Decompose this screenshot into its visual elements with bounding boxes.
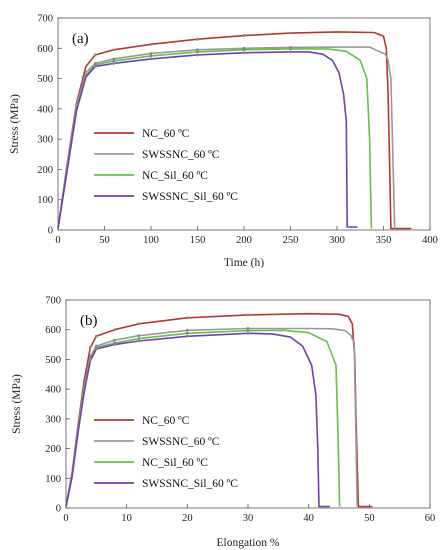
panel-label: (b)	[80, 313, 98, 329]
data-point	[185, 328, 189, 332]
data-point	[137, 334, 141, 338]
data-point	[88, 355, 92, 358]
data-point	[112, 48, 116, 52]
data-point	[185, 331, 189, 335]
legend-label: NC_Sil_60 ºC	[142, 170, 208, 182]
data-point	[196, 48, 199, 52]
data-point	[289, 47, 292, 51]
data-point	[93, 65, 97, 68]
y-tick-label: 700	[45, 296, 61, 307]
data-point	[113, 343, 116, 346]
data-point	[113, 338, 116, 342]
data-point	[196, 37, 199, 41]
data-point	[137, 339, 141, 343]
panel-label: (a)	[72, 31, 89, 47]
data-point	[246, 329, 250, 333]
data-point	[289, 31, 292, 35]
data-point	[113, 328, 116, 332]
y-tick-label: 100	[37, 195, 53, 206]
x-tick-label: 0	[55, 235, 60, 246]
y-axis-label: Stress (MPa)	[11, 374, 23, 434]
x-tick-label: 10	[121, 513, 132, 524]
data-point	[88, 359, 92, 363]
x-axis-label: Time (h)	[224, 257, 264, 269]
y-tick-label: 0	[56, 504, 61, 515]
x-tick-label: 400	[422, 235, 438, 246]
data-point	[137, 337, 141, 341]
x-tick-label: 40	[303, 513, 314, 524]
series-line-1	[57, 31, 412, 230]
x-tick-label: 250	[283, 235, 299, 246]
y-tick-label: 500	[45, 355, 61, 366]
x-axis-label: Elongation %	[217, 537, 280, 549]
x-tick-label: 350	[376, 235, 392, 246]
legend-label: SWSSNC_Sil_60 ºC	[142, 478, 238, 490]
data-point	[242, 34, 246, 37]
y-tick-label: 500	[37, 74, 53, 85]
legend-label: SWSSNC_60 ºC	[142, 149, 220, 161]
data-point	[289, 50, 292, 54]
x-tick-label: 30	[243, 513, 254, 524]
data-point	[185, 334, 189, 338]
y-tick-label: 200	[37, 165, 53, 176]
x-tick-label: 20	[182, 513, 193, 524]
data-point	[149, 42, 153, 46]
y-tick-label: 700	[37, 14, 53, 25]
y-tick-label: 0	[48, 226, 53, 237]
data-point	[112, 57, 116, 61]
x-tick-label: 100	[143, 235, 159, 246]
series-line-4	[57, 51, 358, 229]
data-point	[94, 347, 98, 351]
y-tick-label: 600	[45, 325, 61, 336]
y-tick-label: 300	[45, 414, 61, 425]
data-point	[196, 53, 199, 57]
x-tick-label: 300	[329, 235, 345, 246]
chart-panel-2: 0 100 200 300 400 500 600 700 0 10 20 30 40 50 60 Elong…	[11, 296, 435, 550]
y-tick-label: 400	[45, 385, 61, 396]
data-point	[93, 53, 97, 57]
data-point	[94, 334, 98, 338]
x-tick-label: 50	[99, 235, 110, 246]
legend-label: SWSSNC_60 ºC	[142, 436, 220, 448]
y-tick-label: 600	[37, 44, 53, 55]
data-point	[242, 48, 246, 52]
data-point	[112, 59, 116, 63]
legend-label: NC_60 ºC	[142, 415, 190, 427]
data-point	[196, 50, 199, 54]
chart-panel-1: 0 100 200 300 400 500 600 700 0 50 100 150 200 250 300…	[9, 14, 438, 270]
data-point	[246, 313, 250, 317]
legend-label: SWSSNC_Sil_60 ºC	[142, 191, 238, 203]
data-point	[185, 316, 189, 320]
data-point	[112, 62, 116, 65]
x-tick-label: 200	[236, 235, 252, 246]
legend-label: NC_Sil_60 ºC	[142, 457, 208, 469]
x-tick-label: 60	[425, 513, 436, 524]
x-tick-label: 150	[190, 235, 206, 246]
data-point	[149, 54, 153, 58]
x-tick-label: 50	[364, 513, 375, 524]
y-tick-label: 200	[45, 444, 61, 455]
y-tick-label: 400	[37, 104, 53, 115]
y-axis-label: Stress (MPa)	[9, 94, 21, 154]
legend-label: NC_60 ºC	[142, 128, 190, 140]
y-tick-label: 300	[37, 135, 53, 146]
data-point	[149, 52, 153, 55]
data-point	[246, 331, 250, 335]
data-point	[149, 57, 153, 61]
data-point	[246, 327, 250, 330]
series-line-4	[65, 332, 330, 508]
data-point	[242, 51, 246, 55]
data-point	[137, 322, 141, 326]
x-tick-label: 0	[63, 513, 68, 524]
data-point	[88, 346, 92, 349]
y-tick-label: 100	[45, 474, 61, 485]
